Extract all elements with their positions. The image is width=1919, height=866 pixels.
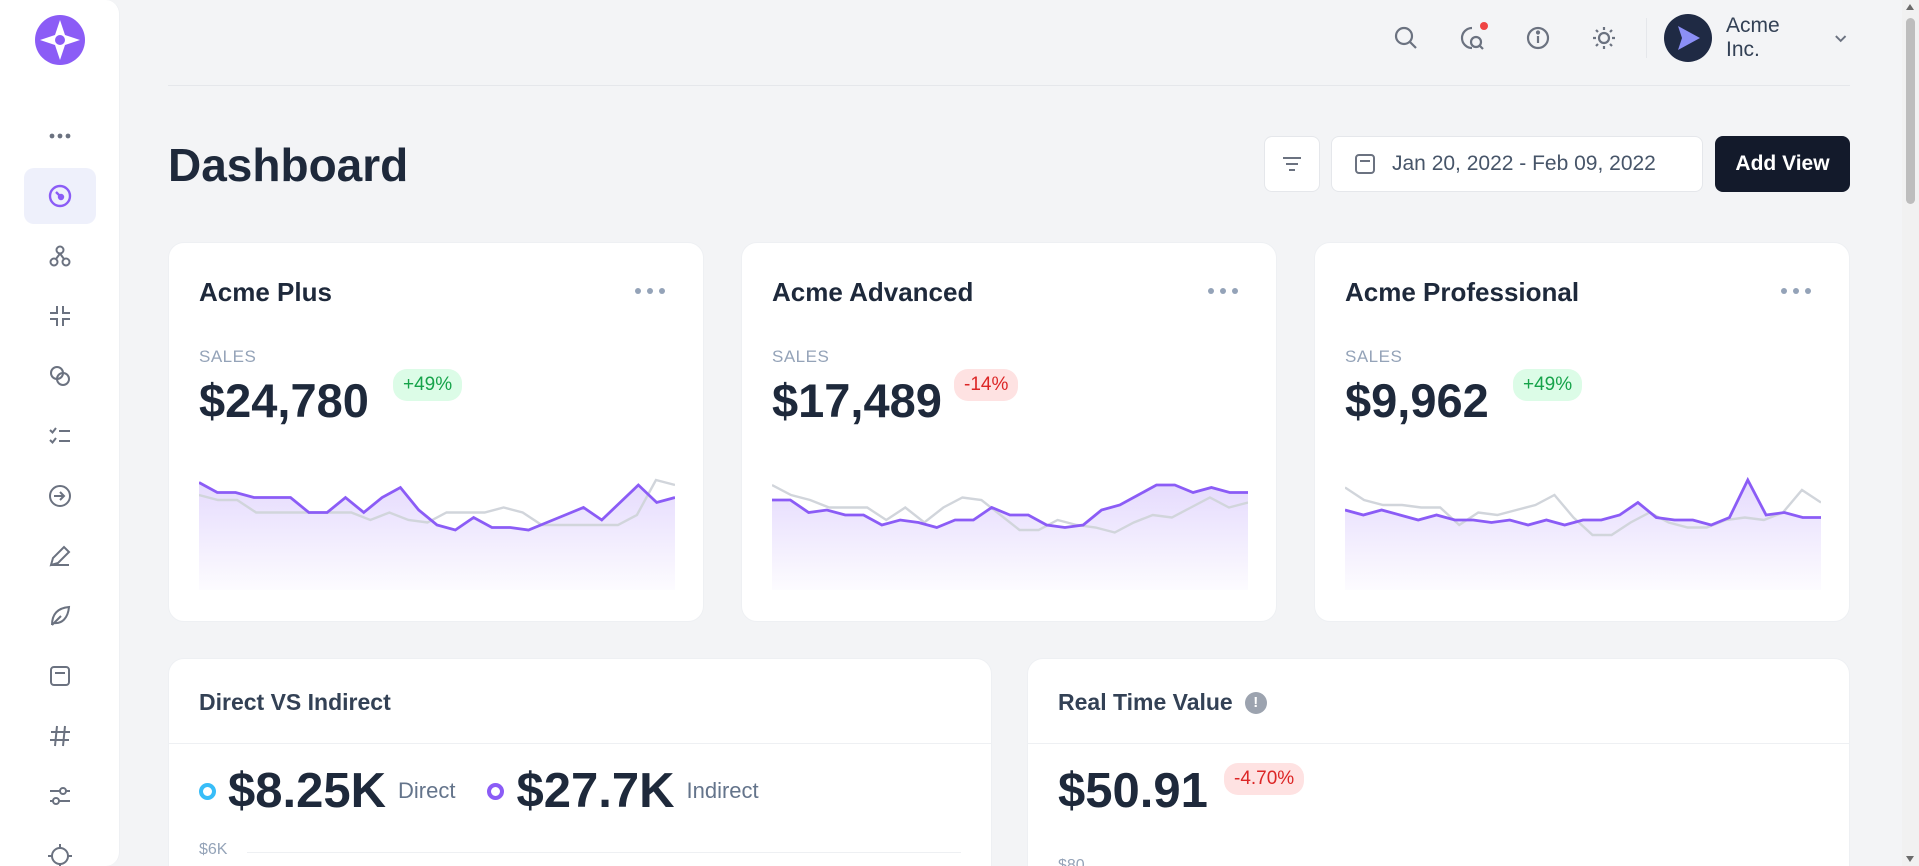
scrollbar[interactable] bbox=[1902, 0, 1919, 866]
sparkline-current-line bbox=[772, 483, 1248, 529]
target-icon[interactable] bbox=[24, 828, 96, 866]
sales-amount: $17,489 bbox=[772, 374, 942, 427]
add-view-button[interactable]: Add View bbox=[1715, 136, 1850, 192]
panel-title-text: Direct VS Indirect bbox=[199, 689, 391, 715]
sparkline-area bbox=[1345, 480, 1821, 590]
panel-divider bbox=[169, 743, 991, 744]
tasks-icon[interactable] bbox=[24, 408, 96, 464]
leaf-icon[interactable] bbox=[24, 588, 96, 644]
card-menu-button[interactable] bbox=[1781, 285, 1811, 297]
card-menu-button[interactable] bbox=[1208, 285, 1238, 297]
sparkline-area bbox=[199, 482, 675, 590]
date-range-picker[interactable]: Jan 20, 2022 - Feb 09, 2022 bbox=[1331, 136, 1703, 192]
top-header: Acme Inc. bbox=[168, 0, 1850, 86]
product-card: Acme Professional SALES $9,962 +49% bbox=[1314, 242, 1850, 622]
chevron-down-icon bbox=[1834, 35, 1846, 43]
sparkline-chart bbox=[1345, 476, 1821, 590]
panel-divider bbox=[1028, 743, 1849, 744]
change-badge: -14% bbox=[954, 369, 1019, 401]
change-badge: -4.70% bbox=[1224, 763, 1305, 795]
sparkline-chart bbox=[772, 483, 1248, 590]
sparkline-current-line bbox=[199, 481, 675, 532]
collapse-icon[interactable] bbox=[24, 288, 96, 344]
dot-icon bbox=[1232, 288, 1238, 294]
indirect-legend-icon bbox=[487, 782, 505, 800]
indirect-value: $27.7K bbox=[516, 764, 675, 818]
sparkline-previous-line bbox=[772, 483, 1248, 534]
notifications-icon[interactable] bbox=[1454, 20, 1490, 56]
dot-icon bbox=[1208, 288, 1214, 294]
info-icon[interactable] bbox=[1520, 20, 1556, 56]
page-title: Dashboard bbox=[168, 139, 409, 191]
calendar-icon bbox=[1355, 154, 1375, 174]
gridline bbox=[247, 852, 961, 853]
direct-value: $8.25K bbox=[228, 764, 387, 818]
shapes-icon[interactable] bbox=[24, 348, 96, 404]
card-icon[interactable] bbox=[24, 648, 96, 704]
alert-info-icon[interactable]: ! bbox=[1244, 691, 1267, 714]
dot-icon bbox=[1805, 288, 1811, 294]
dot-icon bbox=[1220, 288, 1226, 294]
sales-label: SALES bbox=[1345, 347, 1403, 366]
filter-icon bbox=[1283, 157, 1301, 171]
change-badge: +49% bbox=[1513, 369, 1583, 401]
sales-label: SALES bbox=[199, 347, 257, 366]
scroll-up-arrow[interactable] bbox=[1906, 4, 1914, 10]
indirect-label: Indirect bbox=[686, 778, 759, 803]
panel-title: Real Time Value ! bbox=[1058, 689, 1267, 716]
theme-toggle-icon[interactable] bbox=[1586, 20, 1622, 56]
scroll-down-arrow[interactable] bbox=[1906, 856, 1914, 862]
direct-indirect-summary: $8.25K Direct $27.7K Indirect bbox=[199, 763, 759, 819]
direct-legend-icon bbox=[199, 782, 216, 800]
scroll-thumb[interactable] bbox=[1906, 18, 1915, 204]
real-time-value: $50.91 bbox=[1058, 764, 1208, 818]
sparkline-chart bbox=[199, 478, 675, 590]
sparkline-previous-line bbox=[1345, 486, 1821, 537]
card-menu-button[interactable] bbox=[635, 285, 665, 297]
sales-label: SALES bbox=[772, 347, 830, 366]
panel-title-text: Real Time Value bbox=[1058, 689, 1233, 715]
integrations-icon[interactable] bbox=[24, 228, 96, 284]
filter-button[interactable] bbox=[1264, 136, 1320, 192]
sidebar bbox=[0, 0, 120, 866]
direct-label: Direct bbox=[398, 778, 456, 803]
product-card: Acme Plus SALES $24,780 +49% bbox=[168, 242, 704, 622]
sales-amount: $24,780 bbox=[199, 374, 369, 427]
direct-indirect-panel: Direct VS Indirect $8.25K Direct $27.7K … bbox=[168, 658, 992, 866]
account-name: Acme Inc. bbox=[1726, 14, 1780, 61]
hashtag-icon[interactable] bbox=[24, 708, 96, 764]
sparkline-previous-line bbox=[199, 478, 675, 527]
card-title: Acme Advanced bbox=[772, 277, 974, 307]
dot-icon bbox=[1793, 288, 1799, 294]
sparkline-current-line bbox=[1345, 476, 1821, 527]
login-icon[interactable] bbox=[24, 468, 96, 524]
panel-title: Direct VS Indirect bbox=[199, 689, 391, 716]
dot-icon bbox=[647, 288, 653, 294]
y-axis-tick: $6K bbox=[199, 841, 228, 858]
dot-icon bbox=[1781, 288, 1787, 294]
real-time-value-panel: Real Time Value ! $50.91 -4.70% $80 bbox=[1027, 658, 1850, 866]
settings-sliders-icon[interactable] bbox=[24, 768, 96, 824]
account-menu[interactable]: Acme Inc. bbox=[1664, 14, 1850, 62]
date-range-text: Jan 20, 2022 - Feb 09, 2022 bbox=[1392, 152, 1656, 175]
header-divider bbox=[1646, 18, 1647, 58]
change-badge: +49% bbox=[393, 369, 463, 401]
dashboard-icon[interactable] bbox=[24, 168, 96, 224]
logo-icon[interactable] bbox=[34, 14, 86, 66]
more-icon[interactable] bbox=[24, 108, 96, 164]
search-icon[interactable] bbox=[1388, 20, 1424, 56]
notification-dot bbox=[1480, 22, 1488, 30]
product-card: Acme Advanced SALES $17,489 -14% bbox=[741, 242, 1277, 622]
edit-icon[interactable] bbox=[24, 528, 96, 584]
card-title: Acme Plus bbox=[199, 277, 332, 307]
card-title: Acme Professional bbox=[1345, 277, 1580, 307]
sales-amount: $9,962 bbox=[1345, 374, 1489, 427]
dot-icon bbox=[635, 288, 641, 294]
sparkline-area bbox=[772, 485, 1248, 590]
dot-icon bbox=[659, 288, 665, 294]
avatar bbox=[1664, 14, 1712, 62]
y-axis-tick: $80 bbox=[1058, 857, 1085, 866]
